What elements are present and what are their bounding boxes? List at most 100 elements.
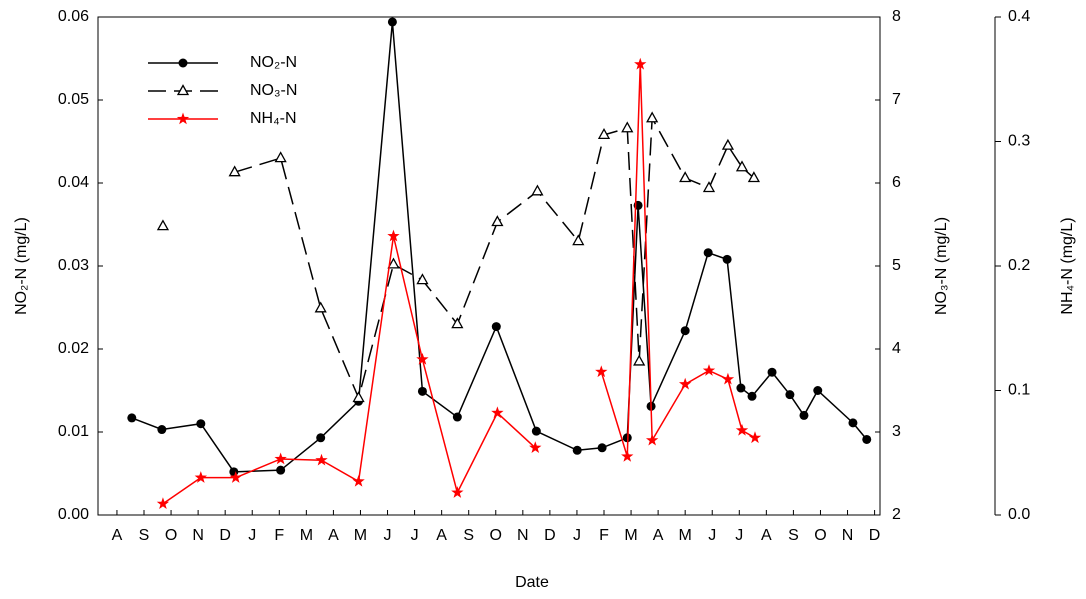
data-point: [767, 367, 777, 377]
y-tick-label: 0.01: [58, 423, 89, 440]
data-point: [491, 215, 504, 227]
data-point: [387, 229, 400, 242]
x-tick-label: J: [708, 527, 716, 544]
y2-tick-label: 4: [892, 340, 901, 357]
x-tick-label: S: [463, 527, 474, 544]
data-point: [634, 57, 647, 70]
data-point: [703, 248, 713, 258]
data-point: [156, 219, 170, 231]
y3-tick-label: 0.2: [1008, 257, 1030, 274]
x-tick-label: O: [490, 527, 502, 544]
data-point: [597, 443, 607, 453]
data-point: [452, 412, 462, 422]
y-tick-label: 0.00: [58, 506, 89, 523]
y-tick-label: 0.06: [58, 8, 89, 25]
x-tick-label: J: [573, 527, 581, 544]
data-point: [451, 486, 464, 498]
y3-axis-title: NH₄-N (mg/L): [1059, 217, 1076, 314]
data-point: [316, 433, 326, 443]
data-point: [229, 471, 242, 483]
x-tick-label: M: [624, 527, 637, 544]
data-point: [748, 431, 762, 444]
data-point: [531, 184, 544, 196]
legend-label: NH₄-N: [250, 110, 297, 127]
y2-tick-label: 6: [892, 174, 901, 191]
x-tick-label: J: [411, 527, 419, 544]
data-point: [387, 257, 400, 269]
data-point: [352, 391, 365, 403]
x-tick-label: N: [517, 527, 529, 544]
data-point: [735, 423, 749, 436]
legend-label: NO₃-N: [250, 82, 297, 99]
legend-marker: [176, 84, 190, 96]
series-line: [234, 115, 755, 401]
data-point: [529, 441, 542, 454]
data-point: [735, 160, 749, 172]
legend-marker: [178, 58, 188, 68]
data-point: [156, 497, 170, 510]
data-point: [595, 365, 608, 378]
x-tick-label: A: [653, 527, 664, 544]
y-tick-label: 0.05: [58, 91, 89, 108]
x-axis-title: Date: [515, 574, 549, 591]
data-point: [736, 383, 746, 393]
data-point: [276, 465, 286, 475]
data-point: [491, 406, 504, 419]
x-tick-label: J: [248, 527, 256, 544]
x-tick-label: D: [219, 527, 231, 544]
data-point: [721, 372, 735, 385]
data-point: [274, 151, 287, 163]
x-tick-label: O: [814, 527, 826, 544]
x-tick-label: D: [869, 527, 881, 544]
x-tick-label: M: [300, 527, 313, 544]
x-tick-label: S: [788, 527, 799, 544]
data-point: [721, 138, 735, 150]
data-point: [572, 234, 585, 246]
data-point: [862, 434, 872, 444]
data-point: [416, 273, 429, 285]
data-point: [747, 171, 761, 183]
data-point: [633, 354, 646, 366]
y2-tick-label: 8: [892, 8, 901, 25]
data-point: [127, 413, 137, 423]
y2-tick-label: 2: [892, 506, 901, 523]
x-tick-label: A: [761, 527, 772, 544]
y-axis-title: NO₂-N (mg/L): [13, 217, 30, 315]
x-tick-label: M: [354, 527, 367, 544]
data-point: [387, 17, 397, 27]
x-tick-label: N: [842, 527, 854, 544]
data-point: [196, 419, 206, 429]
data-point: [416, 352, 429, 365]
y-tick-label: 0.03: [58, 257, 89, 274]
data-point: [621, 449, 634, 462]
data-point: [646, 111, 659, 123]
data-point: [417, 386, 427, 396]
data-point: [314, 301, 327, 313]
y2-axis-title: NO₃-N (mg/L): [933, 217, 950, 315]
data-point: [352, 474, 365, 487]
data-point: [645, 433, 659, 446]
y-tick-label: 0.02: [58, 340, 89, 357]
x-tick-label: F: [599, 527, 609, 544]
y3-tick-label: 0.0: [1008, 506, 1030, 523]
legend-label: NO₂-N: [250, 54, 297, 71]
x-tick-label: A: [112, 527, 123, 544]
y2-tick-label: 7: [892, 91, 901, 108]
x-tick-label: J: [384, 527, 392, 544]
data-point: [315, 453, 328, 466]
data-point: [157, 425, 167, 435]
x-tick-label: S: [139, 527, 150, 544]
x-tick-label: A: [436, 527, 447, 544]
x-tick-label: M: [679, 527, 692, 544]
y3-tick-label: 0.1: [1008, 382, 1030, 399]
data-point: [678, 377, 692, 390]
y3-tick-label: 0.3: [1008, 133, 1030, 150]
data-point: [491, 322, 501, 332]
x-tick-label: O: [165, 527, 177, 544]
data-point: [679, 171, 692, 183]
data-point: [451, 317, 464, 329]
y2-tick-label: 3: [892, 423, 901, 440]
data-point: [194, 471, 208, 483]
series-line: [131, 21, 868, 473]
